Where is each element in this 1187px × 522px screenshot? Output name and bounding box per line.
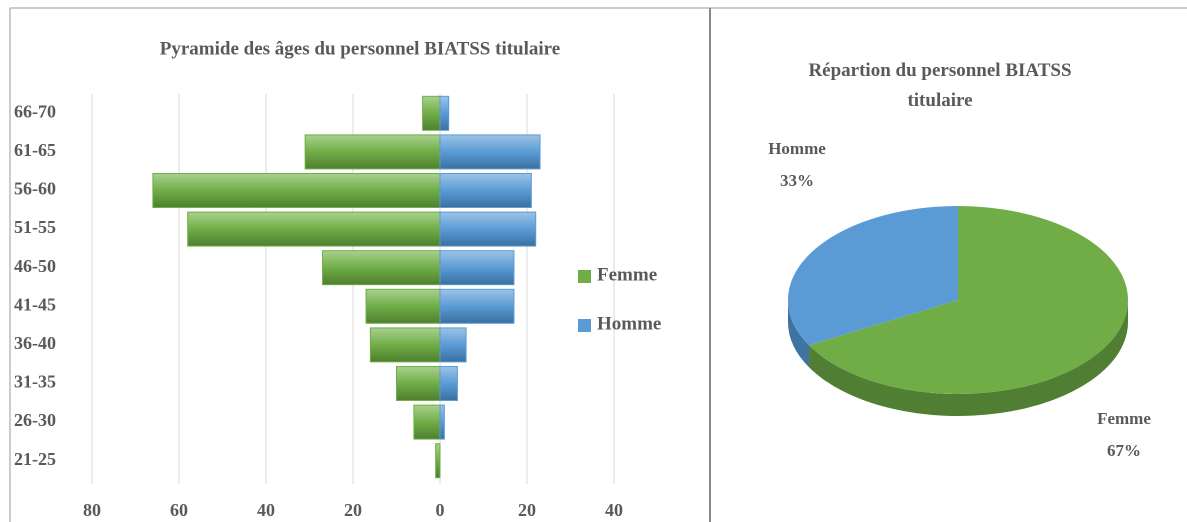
bar: [439, 288, 515, 324]
x-tick-label: 20: [344, 500, 362, 520]
y-tick-label: 41-45: [14, 294, 56, 314]
y-tick-label: 51-55: [14, 217, 56, 237]
x-tick-label: 60: [170, 500, 188, 520]
bar: [322, 250, 441, 286]
x-tick-label: 40: [605, 500, 623, 520]
bar: [422, 95, 441, 131]
bar: [439, 250, 515, 286]
bar: [439, 404, 445, 440]
pie-label: Homme: [768, 139, 826, 158]
y-tick-label: 21-25: [14, 449, 56, 469]
bar: [369, 327, 441, 363]
pie-value-label: 67%: [1107, 441, 1141, 460]
bar: [439, 211, 537, 247]
x-tick-label: 40: [257, 500, 275, 520]
y-tick-label: 61-65: [14, 140, 56, 160]
bar: [439, 134, 541, 170]
bar: [435, 443, 441, 479]
pie-value-label: 33%: [780, 171, 814, 190]
pie-slice: [809, 206, 1129, 394]
legend-label: Femme: [597, 264, 657, 285]
pie-side: [788, 300, 810, 368]
pie-slice: [788, 206, 958, 346]
y-tick-label: 26-30: [14, 410, 56, 430]
chart-title: Pyramide des âges du personnel BIATSS ti…: [160, 38, 560, 59]
y-tick-label: 66-70: [14, 101, 56, 121]
bar: [152, 173, 441, 208]
bar: [413, 404, 441, 440]
bar: [439, 173, 532, 208]
bar: [396, 366, 441, 401]
bar: [304, 134, 441, 170]
chart-title: Répartion du personnel BIATSS titulaire: [808, 60, 1071, 111]
pie-side: [809, 300, 1128, 416]
legend-swatch: [578, 270, 591, 283]
x-tick-label: 0: [436, 500, 445, 520]
y-tick-label: 36-40: [14, 333, 56, 353]
x-tick-label: 80: [83, 500, 101, 520]
bar: [365, 288, 441, 324]
y-tick-label: 56-60: [14, 179, 56, 199]
bar: [439, 95, 450, 131]
bar: [439, 366, 458, 401]
x-tick-label: 20: [518, 500, 536, 520]
pie-label: Femme: [1097, 409, 1151, 428]
bar: [439, 327, 467, 363]
y-tick-label: 46-50: [14, 256, 56, 276]
legend-label: Homme: [597, 313, 661, 334]
y-tick-label: 31-35: [14, 372, 56, 392]
bar: [187, 211, 441, 247]
legend-swatch: [578, 319, 591, 332]
